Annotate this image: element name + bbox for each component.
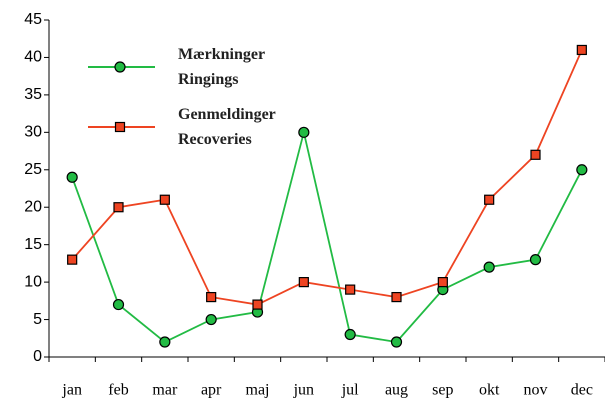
point <box>390 336 403 348</box>
point <box>391 291 402 303</box>
x-tick-label: mar <box>152 382 178 399</box>
x-tick-label: aug <box>385 382 408 399</box>
x-tick-label: sep <box>432 382 453 399</box>
y-tick-label: 40 <box>24 49 42 66</box>
point <box>298 277 309 288</box>
x-tick-label: nov <box>524 382 548 399</box>
legend-marker <box>114 61 126 73</box>
point <box>576 44 587 56</box>
x-tick-label: feb <box>108 382 128 399</box>
x-tick-label: jan <box>61 382 82 399</box>
y-tick-label: 20 <box>24 198 42 215</box>
y-tick-label: 15 <box>24 236 42 253</box>
point <box>113 202 124 213</box>
point <box>298 126 310 138</box>
x-tick-label: jun <box>293 382 314 399</box>
point <box>529 254 542 266</box>
point <box>159 194 170 205</box>
y-tick-label: 30 <box>24 124 42 141</box>
point <box>345 284 356 295</box>
point <box>205 313 217 326</box>
x-tick-label: dec <box>571 382 593 399</box>
y-tick-label: 45 <box>24 11 42 28</box>
point <box>484 194 495 205</box>
point <box>112 298 125 311</box>
y-tick-label: 5 <box>33 311 42 328</box>
legend-label: Genmeldinger Recoveries <box>178 106 276 148</box>
point <box>437 277 448 288</box>
y-tick-label: 25 <box>24 161 42 178</box>
point <box>483 261 495 273</box>
point <box>576 164 588 176</box>
point <box>66 171 78 183</box>
x-tick-label: jul <box>341 382 359 399</box>
point <box>530 149 541 160</box>
x-tick-label: apr <box>201 382 222 399</box>
series-line <box>71 49 583 306</box>
legend-marker <box>114 121 126 133</box>
point <box>159 336 171 348</box>
point <box>206 291 217 303</box>
y-tick-label: 10 <box>24 273 42 290</box>
legend-label: Mærkninger Ringings <box>178 46 266 88</box>
point <box>344 328 356 341</box>
point <box>252 299 263 310</box>
series-line <box>71 132 583 344</box>
point <box>67 254 78 265</box>
y-tick-label: 35 <box>24 86 42 103</box>
y-tick-label: 0 <box>33 348 42 365</box>
x-tick-label: okt <box>479 382 500 399</box>
x-tick-label: maj <box>246 382 270 399</box>
